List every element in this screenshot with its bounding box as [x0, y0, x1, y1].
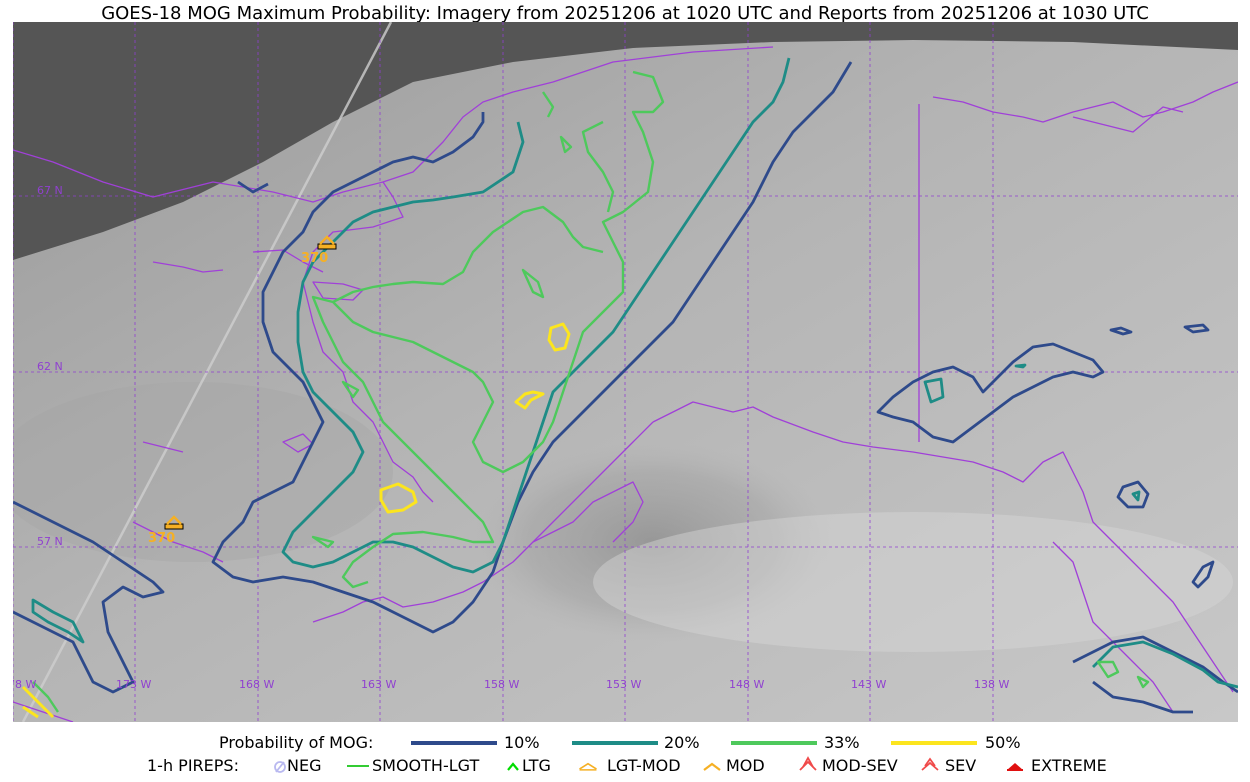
pirep-mod-icon [317, 235, 337, 250]
lat-label: 62 N [37, 360, 63, 373]
pirep-mod-icon [164, 515, 184, 530]
lon-label: 143 W [851, 678, 886, 691]
legend-label-20: 20% [664, 733, 700, 752]
pirep-label-sev: SEV [945, 756, 977, 775]
lon-label: 153 W [606, 678, 641, 691]
lon-label: 173 W [116, 678, 151, 691]
satellite-map: 370 370 67 N 62 N 57 N 178 W 173 W 168 W… [13, 22, 1238, 722]
legend-swatch-33 [731, 741, 817, 745]
report-altitude-label: 370 [301, 251, 328, 266]
lon-label: 148 W [729, 678, 764, 691]
coastlines [13, 46, 1238, 722]
lat-label: 67 N [37, 184, 63, 197]
lgt-mod-icon [579, 762, 597, 771]
legend-label-50: 50% [985, 733, 1021, 752]
lon-label: 158 W [484, 678, 519, 691]
cloud-band [593, 512, 1233, 652]
off-disk-region [13, 22, 1238, 260]
pirep-label-extreme: EXTREME [1031, 756, 1107, 775]
report-altitude-label: 370 [148, 531, 175, 546]
contours-33-percent [32, 70, 1150, 713]
ltg-icon [507, 762, 519, 771]
lon-label: 178 W [13, 678, 36, 691]
pirep-label-ltg: LTG [522, 756, 551, 775]
lon-label: 168 W [239, 678, 274, 691]
legend-swatch-20 [572, 741, 658, 745]
smooth-lgt-line-icon [347, 765, 369, 767]
pirep-label-mod-sev: MOD-SEV [822, 756, 898, 775]
lon-label: 163 W [361, 678, 396, 691]
mod-sev-icon [799, 756, 817, 771]
map-title: GOES-18 MOG Maximum Probability: Imagery… [101, 3, 1149, 24]
cloud-band [13, 382, 393, 562]
pireps-legend-title: 1-h PIREPS: [147, 756, 239, 775]
legend-label-10: 10% [504, 733, 540, 752]
contours-10-percent [13, 61, 1238, 714]
probability-legend-title: Probability of MOG: [219, 733, 374, 752]
contours-20-percent [31, 57, 1238, 689]
extreme-icon [1007, 763, 1023, 771]
pirep-label-mod: MOD [726, 756, 765, 775]
contours-50-percent [21, 322, 571, 719]
legend-label-33: 33% [824, 733, 860, 752]
neg-icon [274, 761, 286, 773]
lon-label: 138 W [974, 678, 1009, 691]
legend-swatch-10 [411, 741, 497, 745]
pirep-label-neg: NEG [287, 756, 322, 775]
lat-label: 57 N [37, 535, 63, 548]
sev-icon [921, 757, 939, 771]
mod-icon [703, 762, 721, 771]
pirep-label-lgt-mod: LGT-MOD [607, 756, 681, 775]
pirep-label-smooth-lgt: SMOOTH-LGT [372, 756, 480, 775]
legend-swatch-50 [891, 741, 977, 745]
cloud-swirl [473, 442, 833, 642]
